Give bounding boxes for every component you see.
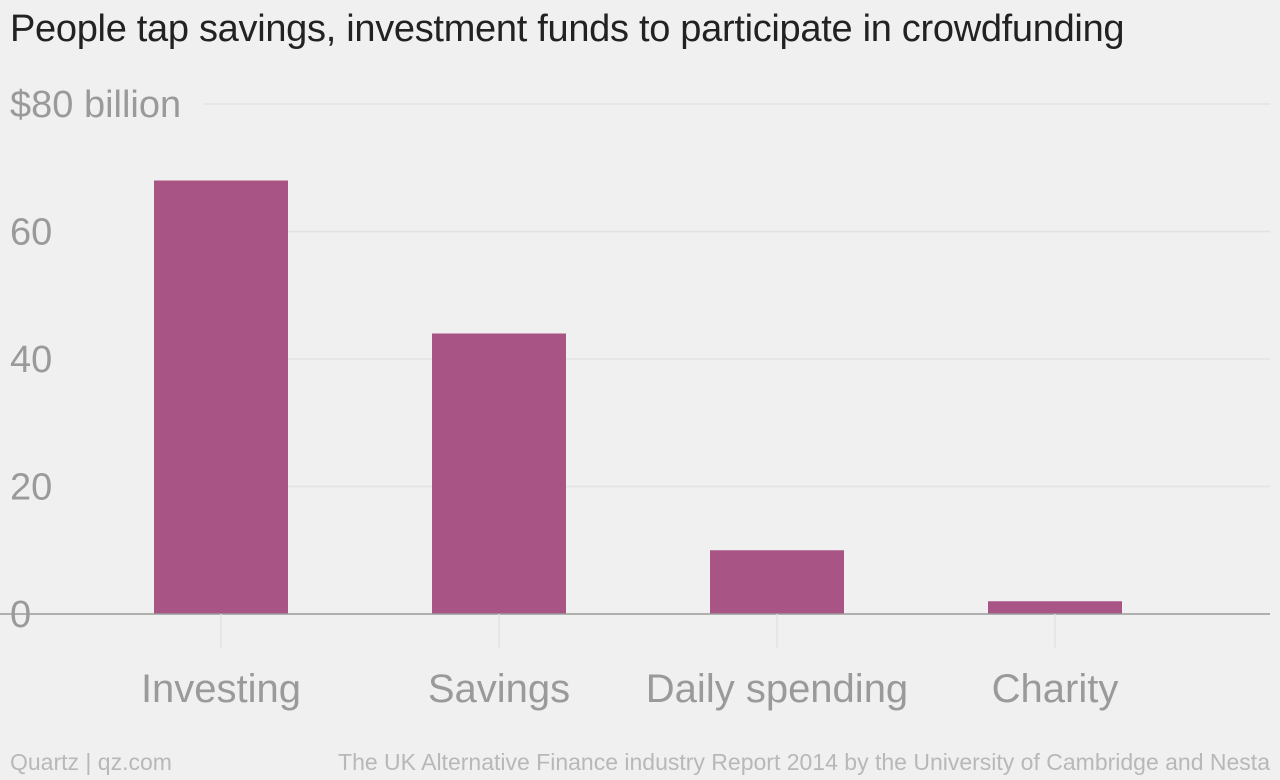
y-tick-label: 0 <box>10 594 31 636</box>
bar-daily-spending <box>710 550 844 614</box>
y-tick-label: 40 <box>10 339 52 381</box>
x-tick-label: Savings <box>428 667 570 711</box>
y-tick-label: 20 <box>10 467 52 509</box>
chart-title: People tap savings, investment funds to … <box>10 8 1125 50</box>
credit-text: Quartz | qz.com <box>10 749 172 775</box>
bar-charity <box>988 601 1122 614</box>
bar-savings <box>432 333 566 614</box>
source-text: The UK Alternative Finance industry Repo… <box>338 749 1270 775</box>
y-tick-label: 60 <box>10 212 52 254</box>
x-tick-label: Daily spending <box>646 667 908 711</box>
x-tick-label: Charity <box>992 667 1119 711</box>
x-tick-label: Investing <box>141 667 301 711</box>
y-tick-label: $80 billion <box>10 84 181 126</box>
bar-investing <box>154 180 288 614</box>
